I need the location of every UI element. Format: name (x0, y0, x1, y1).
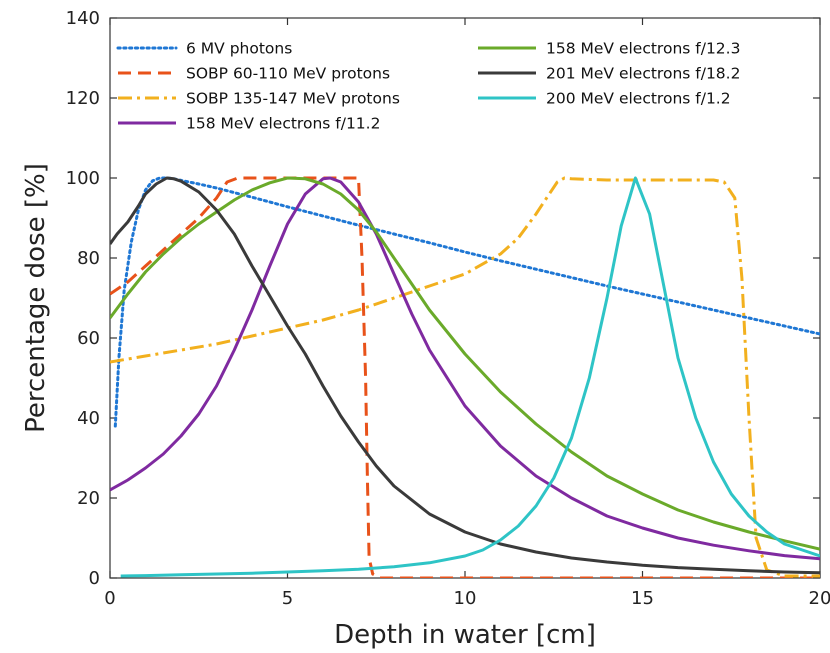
legend-label-6: 200 MeV electrons f/1.2 (546, 90, 731, 108)
series-line-5 (110, 176, 820, 575)
legend-label-5: 201 MeV electrons f/18.2 (546, 65, 740, 83)
legend-label-4: 158 MeV electrons f/12.3 (546, 40, 740, 58)
x-tick-label: 20 (809, 588, 830, 609)
y-tick-label: 20 (77, 488, 100, 509)
series-line-6 (120, 176, 820, 578)
legend-label-1: SOBP 60-110 MeV protons (186, 65, 390, 83)
x-tick-label: 5 (282, 588, 293, 609)
series-line-4 (110, 176, 820, 551)
series-line-2 (110, 176, 820, 578)
y-tick-label: 140 (66, 8, 100, 29)
dose-curves (110, 176, 820, 578)
y-tick-label: 80 (77, 248, 100, 269)
y-tick-label: 0 (89, 568, 100, 589)
y-axis-label: Percentage dose [%] (21, 163, 51, 433)
axis-ticks: 0 5 10 15 20 0 20 40 60 80 100 120 140 (66, 8, 830, 609)
y-tick-label: 40 (77, 408, 100, 429)
series-line-3 (110, 176, 820, 561)
legend: 6 MV photons SOBP 60-110 MeV protons SOBP … (116, 40, 740, 133)
legend-label-2: SOBP 135-147 MeV protons (186, 90, 400, 108)
y-tick-label: 120 (66, 88, 100, 109)
legend-label-0: 6 MV photons (186, 40, 292, 58)
y-tick-label: 60 (77, 328, 100, 349)
legend-label-3: 158 MeV electrons f/11.2 (186, 115, 380, 133)
x-axis-label: Depth in water [cm] (334, 620, 596, 650)
x-tick-label: 10 (454, 588, 477, 609)
y-tick-label: 100 (66, 168, 100, 189)
x-tick-label: 0 (104, 588, 115, 609)
plot-area (109, 17, 821, 579)
series-line-1 (110, 176, 820, 578)
x-tick-label: 15 (631, 588, 654, 609)
